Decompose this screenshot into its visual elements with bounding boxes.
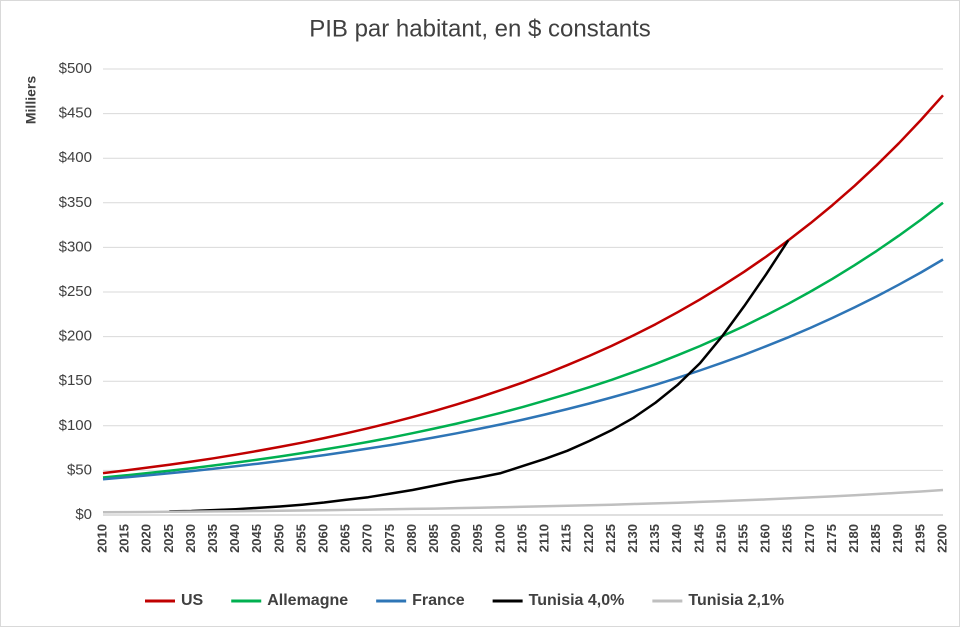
y-tick-label: $0 bbox=[75, 506, 92, 523]
x-tick-label: 2055 bbox=[293, 524, 308, 553]
x-tick-label: 2165 bbox=[780, 524, 795, 553]
x-tick-label: 2125 bbox=[603, 524, 618, 553]
y-tick-label: $300 bbox=[59, 238, 92, 255]
x-tick-label: 2070 bbox=[360, 524, 375, 553]
y-tick-label: $400 bbox=[59, 149, 92, 166]
x-tick-label: 2135 bbox=[647, 524, 662, 553]
x-tick-label: 2150 bbox=[713, 524, 728, 553]
x-tick-label: 2085 bbox=[426, 524, 441, 553]
series-line bbox=[102, 258, 944, 481]
x-tick-label: 2190 bbox=[890, 524, 905, 553]
legend-label: Allemagne bbox=[267, 592, 348, 609]
x-tick-label: 2075 bbox=[382, 524, 397, 553]
x-tick-label: 2050 bbox=[271, 524, 286, 553]
x-tick-label: 2080 bbox=[404, 524, 419, 553]
x-tick-label: 2035 bbox=[205, 524, 220, 553]
y-axis-label: Milliers bbox=[23, 76, 39, 124]
y-tick-label: $150 bbox=[59, 372, 92, 389]
x-tick-label: 2110 bbox=[537, 524, 552, 552]
x-tick-label: 2060 bbox=[315, 524, 330, 553]
x-tick-label: 2160 bbox=[758, 524, 773, 553]
x-tick-label: 2010 bbox=[94, 524, 109, 553]
series-line bbox=[169, 239, 790, 513]
series-line bbox=[102, 94, 944, 475]
x-tick-label: 2100 bbox=[492, 524, 507, 553]
x-tick-label: 2145 bbox=[691, 524, 706, 553]
x-tick-label: 2020 bbox=[139, 524, 154, 553]
x-tick-label: 2175 bbox=[824, 524, 839, 553]
x-tick-label: 2015 bbox=[117, 524, 132, 553]
x-tick-label: 2095 bbox=[470, 524, 485, 553]
x-tick-label: 2045 bbox=[249, 524, 264, 553]
x-tick-label: 2140 bbox=[669, 524, 684, 553]
y-tick-label: $100 bbox=[59, 417, 92, 434]
x-tick-label: 2130 bbox=[625, 524, 640, 553]
y-tick-label: $350 bbox=[59, 194, 92, 211]
x-tick-label: 2195 bbox=[912, 524, 927, 553]
legend-label: US bbox=[181, 592, 204, 609]
legend-label: Tunisia 4,0% bbox=[529, 592, 625, 609]
y-tick-label: $50 bbox=[67, 461, 92, 478]
series-line bbox=[102, 201, 944, 479]
x-tick-label: 2180 bbox=[846, 524, 861, 553]
x-tick-label: 2105 bbox=[514, 524, 529, 553]
x-tick-label: 2040 bbox=[227, 524, 242, 553]
x-tick-label: 2030 bbox=[183, 524, 198, 553]
y-tick-label: $450 bbox=[59, 105, 92, 122]
y-tick-label: $500 bbox=[59, 60, 92, 77]
x-tick-label: 2025 bbox=[161, 524, 176, 553]
legend-label: France bbox=[412, 592, 465, 609]
x-tick-label: 2185 bbox=[868, 524, 883, 553]
legend-label: Tunisia 2,1% bbox=[688, 592, 784, 609]
x-tick-label: 2120 bbox=[581, 524, 596, 553]
x-tick-label: 2115 bbox=[559, 524, 574, 552]
chart-title: PIB par habitant, en $ constants bbox=[309, 15, 651, 42]
series-line bbox=[102, 488, 944, 514]
y-tick-label: $200 bbox=[59, 328, 92, 345]
x-tick-label: 2200 bbox=[934, 524, 949, 553]
y-tick-label: $250 bbox=[59, 283, 92, 300]
x-tick-label: 2170 bbox=[802, 524, 817, 553]
x-tick-label: 2065 bbox=[338, 524, 353, 553]
x-tick-label: 2155 bbox=[735, 524, 750, 553]
x-tick-label: 2090 bbox=[448, 524, 463, 553]
